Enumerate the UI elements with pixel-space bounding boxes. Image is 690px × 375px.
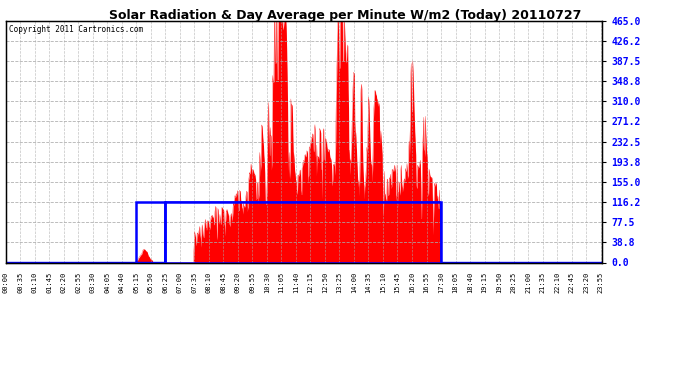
Text: 20:25: 20:25 bbox=[511, 272, 517, 293]
Text: 22:45: 22:45 bbox=[569, 272, 575, 293]
Text: 21:35: 21:35 bbox=[540, 272, 546, 293]
Text: 08:45: 08:45 bbox=[220, 272, 226, 293]
Bar bbox=[165, 202, 441, 262]
Text: 18:40: 18:40 bbox=[467, 272, 473, 293]
Text: 11:05: 11:05 bbox=[278, 272, 284, 293]
Text: 04:40: 04:40 bbox=[119, 272, 125, 293]
Text: Solar Radiation & Day Average per Minute W/m2 (Today) 20110727: Solar Radiation & Day Average per Minute… bbox=[109, 9, 581, 22]
Text: 09:55: 09:55 bbox=[249, 272, 255, 293]
Text: 05:50: 05:50 bbox=[148, 272, 154, 293]
Text: 19:15: 19:15 bbox=[482, 272, 488, 293]
Text: 01:10: 01:10 bbox=[32, 272, 37, 293]
Text: 15:45: 15:45 bbox=[395, 272, 400, 293]
Text: Copyright 2011 Cartronics.com: Copyright 2011 Cartronics.com bbox=[8, 26, 143, 34]
Text: 03:30: 03:30 bbox=[90, 272, 96, 293]
Text: 16:55: 16:55 bbox=[424, 272, 429, 293]
Text: 16:20: 16:20 bbox=[409, 272, 415, 293]
Bar bbox=[136, 202, 165, 262]
Text: 18:05: 18:05 bbox=[453, 272, 459, 293]
Text: 14:35: 14:35 bbox=[366, 272, 371, 293]
Text: 21:00: 21:00 bbox=[525, 272, 531, 293]
Text: 00:00: 00:00 bbox=[3, 272, 8, 293]
Text: 02:20: 02:20 bbox=[61, 272, 67, 293]
Text: 11:40: 11:40 bbox=[293, 272, 299, 293]
Text: 05:15: 05:15 bbox=[133, 272, 139, 293]
Text: 10:30: 10:30 bbox=[264, 272, 270, 293]
Text: 13:25: 13:25 bbox=[337, 272, 342, 293]
Text: 22:10: 22:10 bbox=[554, 272, 560, 293]
Text: 12:15: 12:15 bbox=[307, 272, 313, 293]
Text: 02:55: 02:55 bbox=[75, 272, 81, 293]
Text: 23:20: 23:20 bbox=[583, 272, 589, 293]
Text: 01:45: 01:45 bbox=[46, 272, 52, 293]
Text: 07:35: 07:35 bbox=[191, 272, 197, 293]
Text: 08:10: 08:10 bbox=[206, 272, 212, 293]
Text: 23:55: 23:55 bbox=[598, 272, 604, 293]
Text: 12:50: 12:50 bbox=[322, 272, 328, 293]
Text: 04:05: 04:05 bbox=[104, 272, 110, 293]
Text: 17:30: 17:30 bbox=[438, 272, 444, 293]
Text: 06:25: 06:25 bbox=[162, 272, 168, 293]
Text: 19:50: 19:50 bbox=[496, 272, 502, 293]
Text: 00:35: 00:35 bbox=[17, 272, 23, 293]
Text: 15:10: 15:10 bbox=[380, 272, 386, 293]
Text: 09:20: 09:20 bbox=[235, 272, 241, 293]
Text: 07:00: 07:00 bbox=[177, 272, 183, 293]
Text: 14:00: 14:00 bbox=[351, 272, 357, 293]
